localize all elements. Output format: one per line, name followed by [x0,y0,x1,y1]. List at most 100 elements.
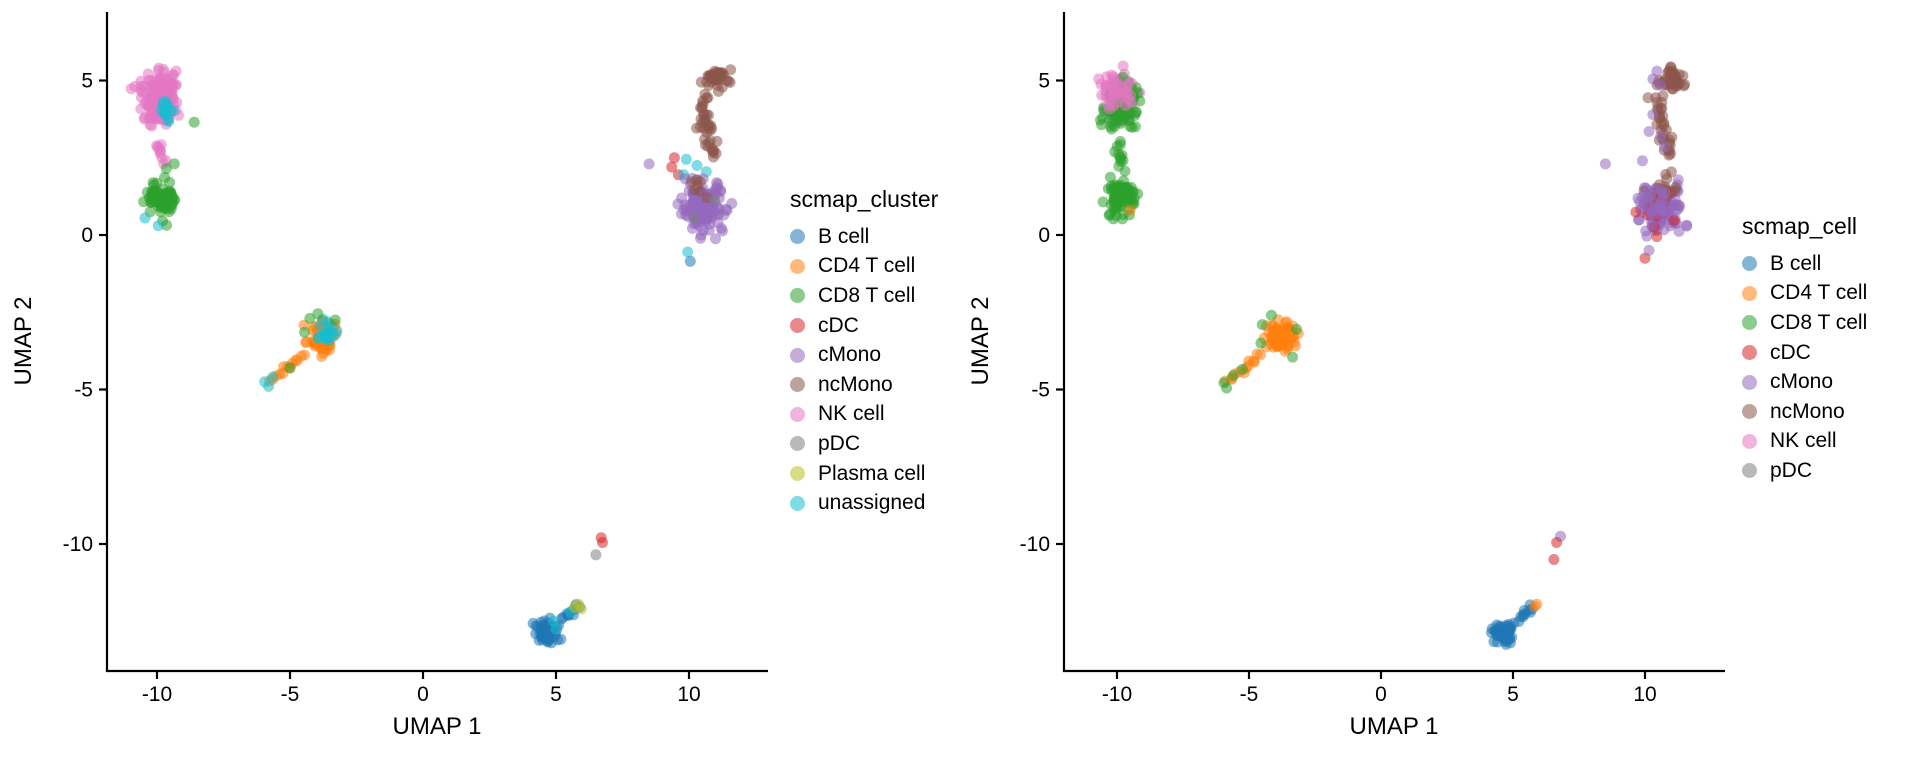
data-point [704,125,716,136]
data-point [321,329,333,341]
y-tick-label: 0 [81,224,93,247]
data-point [1655,79,1667,91]
data-point [1256,319,1268,331]
y-tick-label: 5 [1038,70,1050,93]
data-point [1647,209,1659,221]
legend-items: B cell CD4 T cell CD8 T cell cDC cMono ncMono… [1742,249,1867,486]
data-point [164,193,176,205]
data-point [1661,173,1673,185]
data-point [1275,328,1287,340]
legend-item-ncmono: ncMono [790,370,938,400]
data-point [1651,231,1663,243]
y-tick-label: -5 [1031,379,1050,402]
data-point [1640,191,1652,203]
legend-item-unassigned: unassigned [790,488,938,518]
data-point [704,212,716,224]
legend-key-dot-icon [1742,285,1757,301]
data-point [139,97,151,109]
data-point [152,192,164,204]
y-tick-label: -10 [63,533,93,556]
x-tick-label: 10 [677,683,700,706]
data-point [676,192,688,204]
data-point [680,153,692,165]
data-point [1265,309,1277,321]
legend-item-cdc: cDC [1742,338,1867,368]
data-point [312,308,324,320]
data-point [1656,195,1668,207]
data-point [1291,323,1302,335]
legend-item-label: NK cell [818,402,885,426]
data-point [694,185,706,197]
data-point [156,183,168,195]
legend-item-label: ncMono [818,372,893,396]
data-point [1121,108,1133,120]
data-point [1100,79,1112,91]
data-point [1642,92,1654,104]
data-point [550,623,562,635]
data-point [1643,126,1655,137]
data-point [1656,205,1668,217]
legend-item-pdc: pDC [1742,456,1867,486]
data-point [542,635,554,647]
data-point [536,623,548,635]
data-point [312,332,324,344]
data-point [135,75,147,87]
legend-item-label: unassigned [818,491,926,515]
data-point [1119,165,1131,177]
data-point [304,312,316,324]
legend-item-cd8-t-cell: CD8 T cell [790,281,938,311]
data-point [1529,600,1541,612]
legend-item-label: CD4 T cell [1770,281,1868,305]
data-point [188,116,200,128]
data-point [643,158,655,170]
data-point [152,220,164,232]
data-point [1643,244,1655,256]
legend-item-cd8-t-cell: CD8 T cell [1742,308,1867,338]
data-point [716,225,728,237]
data-point [1123,76,1135,88]
data-point [284,362,296,374]
data-point [139,212,151,224]
data-point [1117,89,1129,101]
legend-key-dot-icon [790,495,805,511]
y-tick-label: 5 [81,70,93,93]
data-point [590,549,602,561]
legend-key-dot-icon [1742,256,1757,272]
data-point [1114,136,1126,147]
data-point [1681,220,1693,232]
x-tick-label: -10 [142,683,172,706]
data-point [1093,73,1105,85]
data-point [597,537,608,548]
legend-item-nk-cell: NK cell [790,400,938,430]
data-point [1646,219,1658,231]
data-point [263,380,275,392]
legend-item-label: B cell [1770,251,1822,275]
data-point [710,233,721,245]
y-tick-label: -10 [1020,533,1050,556]
y-tick-label: -5 [74,379,93,402]
data-point [708,194,720,205]
data-point [1647,109,1659,120]
data-point [1548,554,1560,565]
data-point [1104,171,1116,183]
legend-item-pdc: pDC [790,429,938,459]
x-tick-label: 5 [550,683,562,706]
legend-title: scmap_cell [1742,213,1858,239]
legend-item-label: cDC [1770,340,1811,364]
legend-scmap-cell: scmap_cell B cell CD4 T cell CD8 T cell cDC… [1742,213,1867,486]
data-point [1103,209,1115,221]
data-point [1551,537,1563,548]
legend-key-dot-icon [1742,404,1757,420]
data-point [1227,370,1239,382]
data-point [1236,363,1248,375]
legend-item-cmono: cMono [790,340,938,370]
data-point [1668,68,1679,80]
data-point [1659,141,1671,153]
data-point [1672,203,1684,215]
data-point [148,90,160,101]
y-axis-title: UMAP 2 [967,297,994,386]
legend-key-dot-icon [790,318,805,334]
data-point [160,163,172,175]
legend-key-dot-icon [1742,345,1757,361]
